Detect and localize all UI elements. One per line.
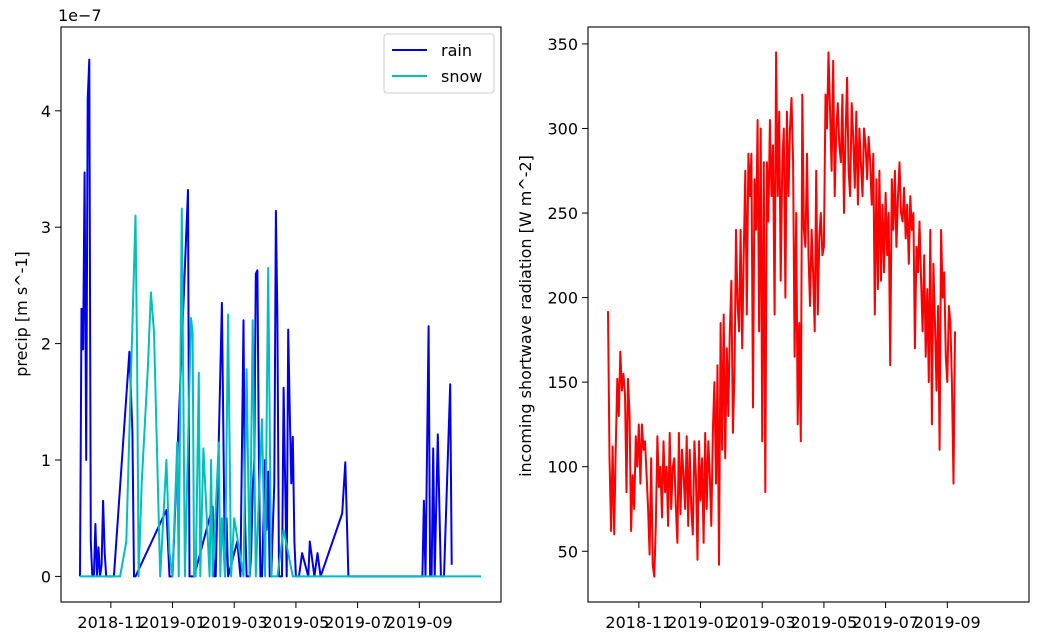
legend-label-snow: snow [441,67,482,86]
precip-y-ticks: 0 1 2 3 4 [41,102,61,586]
precip-x-tick-label: 2019-01 [139,613,206,632]
precip-plot-frame [60,26,502,603]
radiation-x-tick-label: 2019-07 [852,613,919,632]
radiation-y-ticks: 50 100 150 200 250 300 350 [547,35,588,561]
radiation-y-tick-label: 150 [547,373,578,392]
radiation-y-tick-label: 300 [547,119,578,138]
precip-x-tick-label: 2019-07 [324,613,391,632]
precip-y-tick-label: 0 [41,567,51,586]
precip-y-tick-label: 2 [41,335,51,354]
radiation-x-tick-label: 2019-01 [667,613,734,632]
radiation-y-tick-label: 100 [547,458,578,477]
radiation-y-tick-label: 200 [547,289,578,308]
radiation-x-tick-label: 2019-05 [790,613,857,632]
precip-x-tick-label: 2018-11 [77,613,144,632]
radiation-x-tick-label: 2019-09 [914,613,981,632]
radiation-y-tick-label: 50 [558,542,578,561]
precip-x-tick-label: 2019-03 [201,613,268,632]
precip-y-tick-label: 1 [41,451,51,470]
precip-y-tick-label: 4 [41,102,51,121]
precip-y-tick-label: 3 [41,218,51,237]
radiation-x-ticks: 2018-112019-012019-032019-052019-072019-… [605,602,981,632]
precip-y-exponent: 1e−7 [58,6,102,25]
radiation-plot-frame [587,26,1030,603]
precip-series-snow [80,207,481,578]
legend-label-rain: rain [441,41,472,60]
radiation-series-radiation [607,51,956,578]
precip-x-tick-label: 2019-09 [386,613,453,632]
precip-y-axis-label: precip [m s^-1] [12,251,31,377]
precip-x-tick-label: 2019-05 [262,613,329,632]
radiation-y-tick-label: 350 [547,35,578,54]
radiation-x-tick-label: 2018-11 [605,613,672,632]
legend-box [383,33,495,94]
precip-x-ticks: 2018-112019-012019-032019-052019-072019-… [77,602,453,632]
radiation-x-tick-label: 2019-03 [729,613,796,632]
precip-legend: rain snow [383,33,495,94]
radiation-y-axis-label: incoming shortwave radiation [W m^-2] [516,155,535,477]
radiation-y-tick-label: 250 [547,204,578,223]
